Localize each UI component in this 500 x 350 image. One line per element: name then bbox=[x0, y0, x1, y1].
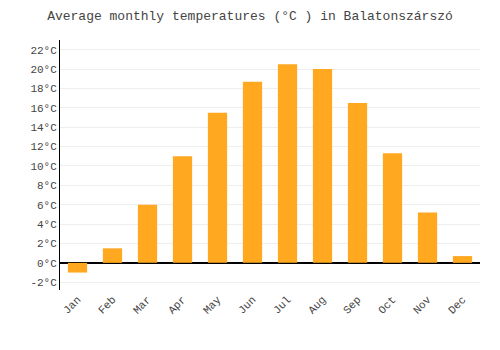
svg-text:Nov: Nov bbox=[411, 294, 434, 317]
svg-text:20°C: 20°C bbox=[30, 64, 57, 76]
svg-text:0°C: 0°C bbox=[37, 258, 57, 270]
svg-text:Apr: Apr bbox=[166, 294, 188, 316]
svg-text:-2°C: -2°C bbox=[30, 277, 57, 289]
svg-text:22°C: 22°C bbox=[30, 45, 57, 57]
svg-text:6°C: 6°C bbox=[37, 200, 57, 212]
svg-text:Dec: Dec bbox=[446, 294, 468, 316]
svg-text:Aug: Aug bbox=[306, 294, 328, 316]
svg-text:12°C: 12°C bbox=[30, 141, 57, 153]
svg-text:10°C: 10°C bbox=[30, 161, 57, 173]
svg-text:Average monthly temperatures (: Average monthly temperatures (°C ) in Ba… bbox=[47, 9, 453, 24]
svg-text:Sep: Sep bbox=[341, 294, 363, 316]
svg-text:4°C: 4°C bbox=[37, 219, 57, 231]
svg-text:May: May bbox=[201, 294, 224, 317]
svg-text:8°C: 8°C bbox=[37, 180, 57, 192]
svg-text:Jan: Jan bbox=[61, 294, 83, 316]
svg-text:2°C: 2°C bbox=[37, 238, 57, 250]
svg-text:18°C: 18°C bbox=[30, 83, 57, 95]
svg-text:Feb: Feb bbox=[96, 294, 118, 316]
svg-text:Jul: Jul bbox=[271, 294, 293, 316]
svg-text:Jun: Jun bbox=[236, 294, 258, 316]
svg-text:Mar: Mar bbox=[131, 294, 153, 316]
svg-text:16°C: 16°C bbox=[30, 103, 57, 115]
svg-text:14°C: 14°C bbox=[30, 122, 57, 134]
svg-text:Oct: Oct bbox=[376, 294, 398, 316]
